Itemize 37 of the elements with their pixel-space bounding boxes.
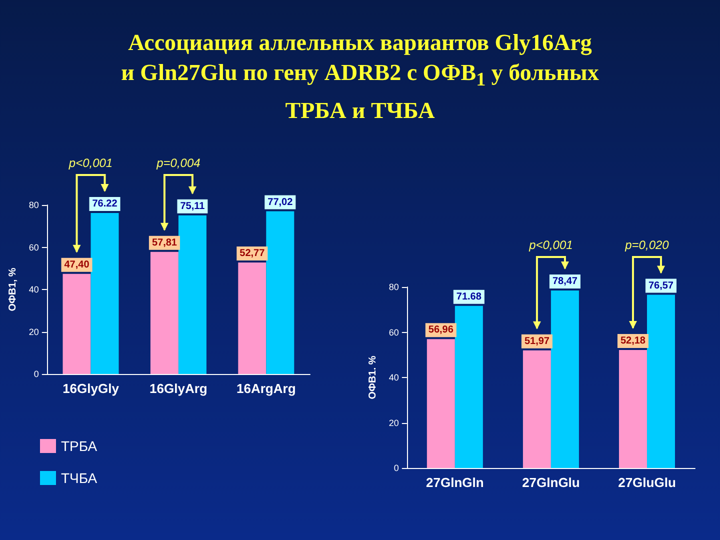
data-label: 76,57: [648, 280, 674, 292]
x-tick-label: 27GluGlu: [618, 475, 676, 490]
data-label: 51,97: [524, 336, 550, 347]
text: p=0,020: [624, 238, 670, 252]
y-tick-label: 60: [28, 242, 39, 252]
y-tick-label: 40: [28, 284, 39, 294]
data-label: 76.22: [92, 198, 118, 210]
x-tick-label: 16GlyGly: [62, 381, 120, 396]
y-tick-label: 60: [388, 327, 399, 338]
x-tick-label: 16GlyArg: [150, 381, 208, 396]
y-tick-label: 20: [388, 418, 399, 428]
data-label: 75,11: [180, 200, 206, 212]
x-tick-label: 27GlnGlu: [522, 475, 580, 490]
legend-label: ТРБА: [61, 438, 98, 454]
text: p<0,001: [528, 238, 573, 252]
data-label: 52,18: [620, 335, 646, 346]
data-label: 56,96: [428, 324, 454, 336]
y-axis-title: ОФВ1. %: [368, 356, 378, 400]
data-label: 57,81: [152, 237, 178, 248]
text: p=0,004: [156, 156, 201, 170]
x-tick-label: 16ArgArg: [236, 381, 296, 396]
chart-title: Ассоциация аллельных вариантов Gly16Arg и Gln27Glu по гену ADRB2 с ОФВ$_{1}$ у больных ТРБА и ТЧБА: [121, 30, 599, 123]
data-label: 71.68: [456, 291, 482, 302]
legend-label: ТЧБА: [61, 470, 98, 486]
y-tick-label: 80: [28, 200, 39, 210]
data-label: 47,40: [64, 259, 90, 270]
data-label: 78,47: [552, 276, 578, 287]
y-tick-label: 0: [34, 369, 39, 379]
data-label: 77,02: [268, 196, 294, 208]
text: p<0,001: [68, 156, 113, 170]
y-tick-label: 40: [388, 372, 399, 382]
y-tick-label: 80: [388, 282, 399, 292]
x-tick-label: 27GlnGln: [426, 475, 484, 490]
y-tick-label: 0: [394, 463, 399, 473]
y-tick-label: 20: [28, 326, 39, 337]
y-axis-title: ОФВ1, %: [8, 268, 18, 312]
data-label: 52,77: [240, 248, 266, 260]
